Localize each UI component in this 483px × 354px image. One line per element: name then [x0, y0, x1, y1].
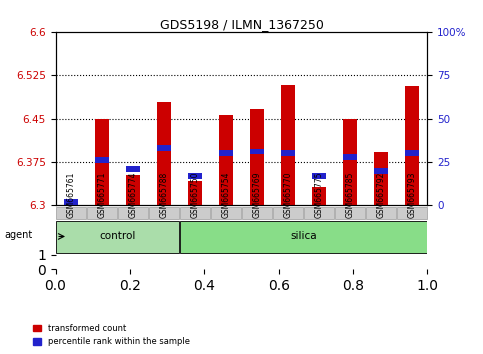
Text: GSM665775: GSM665775 — [314, 171, 324, 218]
Text: GSM665792: GSM665792 — [376, 171, 385, 218]
Bar — [343, 154, 357, 160]
Text: GSM665770: GSM665770 — [284, 171, 293, 218]
Bar — [188, 173, 202, 179]
Bar — [405, 86, 419, 205]
Title: GDS5198 / ILMN_1367250: GDS5198 / ILMN_1367250 — [159, 18, 324, 31]
Bar — [64, 204, 78, 205]
Bar — [95, 119, 109, 205]
Bar — [157, 145, 171, 151]
Bar — [343, 119, 357, 205]
Text: GSM665793: GSM665793 — [408, 171, 416, 218]
Bar — [374, 168, 388, 173]
Text: GSM665750: GSM665750 — [190, 171, 199, 218]
Text: GSM665761: GSM665761 — [67, 171, 75, 218]
Bar — [157, 102, 171, 205]
Bar — [95, 157, 109, 163]
Text: control: control — [99, 232, 136, 241]
Bar — [180, 221, 427, 253]
Bar — [56, 221, 179, 253]
Bar — [126, 166, 140, 172]
Bar — [250, 149, 264, 154]
Bar — [219, 150, 233, 156]
Bar — [126, 175, 140, 205]
Bar — [219, 115, 233, 205]
Bar — [281, 150, 295, 156]
Bar — [250, 109, 264, 205]
Text: GSM665774: GSM665774 — [128, 171, 138, 218]
Bar — [312, 187, 326, 205]
Text: GSM665788: GSM665788 — [159, 171, 169, 218]
Legend: transformed count, percentile rank within the sample: transformed count, percentile rank withi… — [33, 324, 190, 346]
Bar — [312, 173, 326, 179]
Text: GSM665754: GSM665754 — [222, 171, 230, 218]
Bar — [405, 150, 419, 156]
Text: GSM665771: GSM665771 — [98, 171, 107, 218]
Bar — [188, 181, 202, 205]
Bar — [281, 85, 295, 205]
Bar — [374, 152, 388, 205]
Text: silica: silica — [290, 232, 317, 241]
Text: GSM665769: GSM665769 — [253, 171, 261, 218]
Bar — [64, 199, 78, 205]
Text: GSM665785: GSM665785 — [345, 171, 355, 218]
Text: agent: agent — [5, 230, 33, 240]
